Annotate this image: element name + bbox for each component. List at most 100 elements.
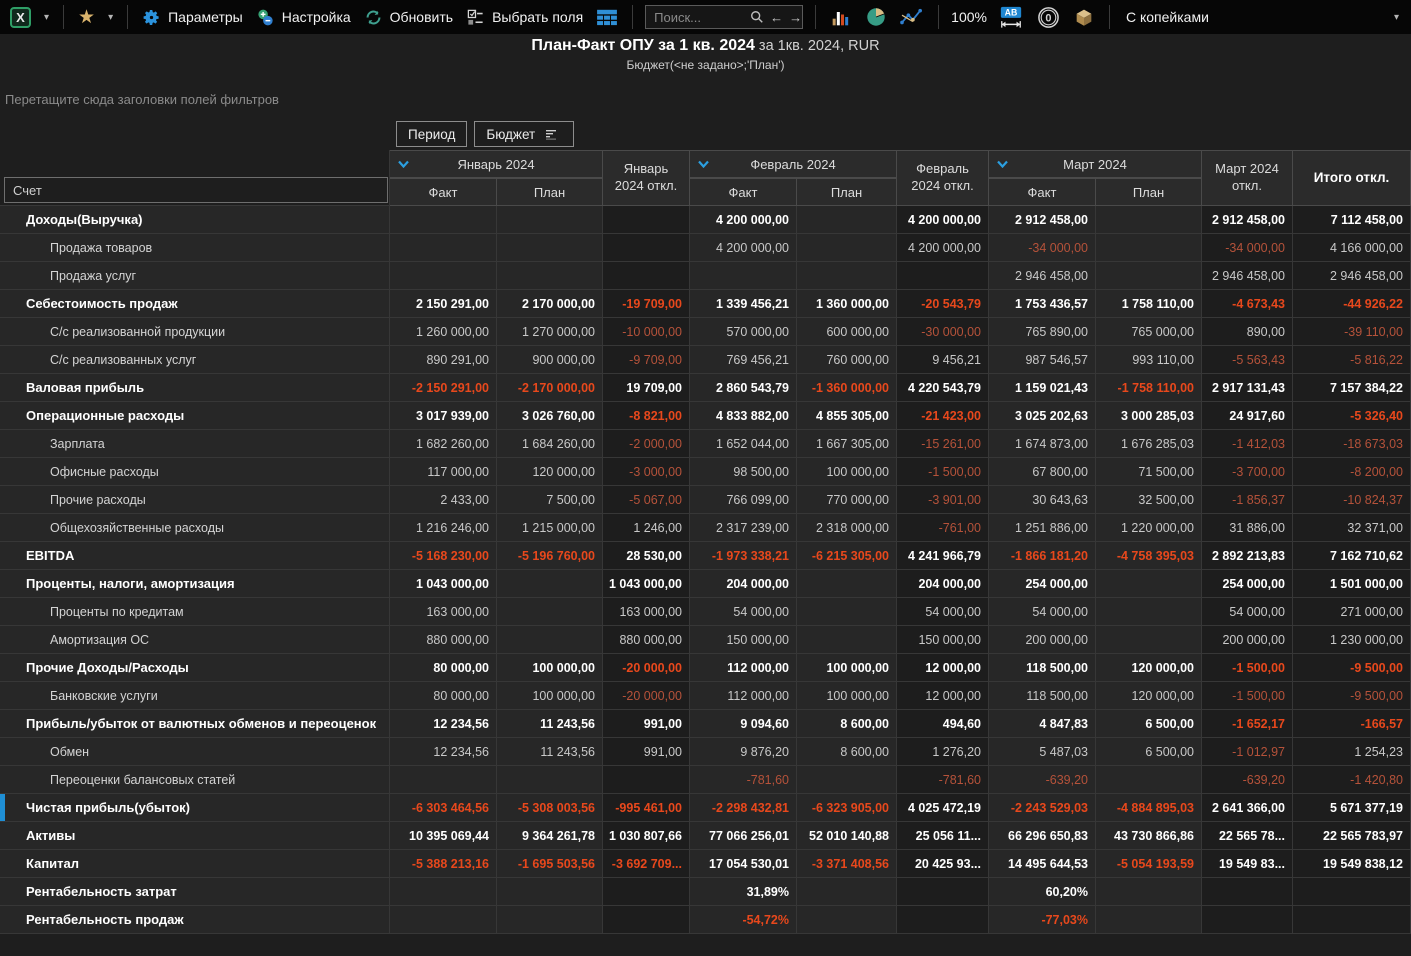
- data-cell[interactable]: 770 000,00: [797, 486, 897, 514]
- data-cell[interactable]: -4 884 895,03: [1096, 794, 1202, 822]
- data-cell[interactable]: 67 800,00: [989, 458, 1096, 486]
- data-cell[interactable]: 200 000,00: [989, 626, 1096, 654]
- column-header-fact[interactable]: Факт: [989, 178, 1096, 206]
- data-cell[interactable]: -3 000,00: [603, 458, 690, 486]
- choose-fields-button[interactable]: Выбрать поля: [464, 2, 585, 32]
- data-cell[interactable]: 112 000,00: [690, 682, 797, 710]
- search-icon[interactable]: [750, 10, 764, 24]
- data-cell[interactable]: 570 000,00: [690, 318, 797, 346]
- data-cell[interactable]: -6 215 305,00: [797, 542, 897, 570]
- data-cell[interactable]: -1 866 181,20: [989, 542, 1096, 570]
- data-cell[interactable]: -5 196 760,00: [497, 542, 603, 570]
- data-cell[interactable]: 1 260 000,00: [390, 318, 497, 346]
- data-cell[interactable]: [1202, 878, 1293, 906]
- data-cell[interactable]: 19 709,00: [603, 374, 690, 402]
- column-header-month[interactable]: Февраль 2024: [690, 150, 897, 178]
- data-cell[interactable]: -6 323 905,00: [797, 794, 897, 822]
- data-cell[interactable]: -2 243 529,03: [989, 794, 1096, 822]
- data-cell[interactable]: -3 371 408,56: [797, 850, 897, 878]
- data-cell[interactable]: [797, 906, 897, 934]
- data-cell[interactable]: 4 025 472,19: [897, 794, 989, 822]
- data-cell[interactable]: 32 371,00: [1293, 514, 1411, 542]
- data-cell[interactable]: [1096, 626, 1202, 654]
- row-label[interactable]: Прочие Доходы/Расходы: [0, 654, 390, 682]
- column-header-offset[interactable]: Март 2024 откл.: [1202, 150, 1293, 206]
- row-label[interactable]: Чистая прибыль(убыток): [0, 794, 390, 822]
- settings-button[interactable]: Настройка: [254, 2, 353, 32]
- data-cell[interactable]: 1 230 000,00: [1293, 626, 1411, 654]
- data-cell[interactable]: -1 500,00: [1202, 682, 1293, 710]
- data-cell[interactable]: 760 000,00: [797, 346, 897, 374]
- data-cell[interactable]: 7 157 384,22: [1293, 374, 1411, 402]
- data-cell[interactable]: 54 000,00: [897, 598, 989, 626]
- data-cell[interactable]: 118 500,00: [989, 654, 1096, 682]
- data-cell[interactable]: 19 549 838,12: [1293, 850, 1411, 878]
- period-field-button[interactable]: Период: [396, 121, 468, 147]
- data-cell[interactable]: 9 094,60: [690, 710, 797, 738]
- row-label[interactable]: EBITDA: [0, 542, 390, 570]
- data-cell[interactable]: -2 170 000,00: [497, 374, 603, 402]
- data-cell[interactable]: 22 565 783,97: [1293, 822, 1411, 850]
- data-cell[interactable]: -54,72%: [690, 906, 797, 934]
- data-cell[interactable]: 2 860 543,79: [690, 374, 797, 402]
- row-label[interactable]: Проценты по кредитам: [0, 598, 390, 626]
- bar-chart-button[interactable]: [828, 2, 854, 32]
- data-cell[interactable]: -995 461,00: [603, 794, 690, 822]
- data-cell[interactable]: 2 150 291,00: [390, 290, 497, 318]
- data-cell[interactable]: [897, 906, 989, 934]
- data-cell[interactable]: 204 000,00: [690, 570, 797, 598]
- data-cell[interactable]: 1 216 246,00: [390, 514, 497, 542]
- row-label[interactable]: Обмен: [0, 738, 390, 766]
- data-cell[interactable]: -5 326,40: [1293, 402, 1411, 430]
- data-cell[interactable]: 1 676 285,03: [1096, 430, 1202, 458]
- data-cell[interactable]: 31 886,00: [1202, 514, 1293, 542]
- data-cell[interactable]: [1096, 906, 1202, 934]
- row-label[interactable]: Продажа товаров: [0, 234, 390, 262]
- data-cell[interactable]: 1 254,23: [1293, 738, 1411, 766]
- month-chevron-icon[interactable]: [997, 160, 1008, 168]
- data-cell[interactable]: [603, 206, 690, 234]
- data-cell[interactable]: -5 563,43: [1202, 346, 1293, 374]
- data-cell[interactable]: -1 360 000,00: [797, 374, 897, 402]
- data-cell[interactable]: 100 000,00: [497, 654, 603, 682]
- data-cell[interactable]: 120 000,00: [1096, 654, 1202, 682]
- data-cell[interactable]: 1 215 000,00: [497, 514, 603, 542]
- data-cell[interactable]: 71 500,00: [1096, 458, 1202, 486]
- data-cell[interactable]: [390, 206, 497, 234]
- data-cell[interactable]: 100 000,00: [797, 654, 897, 682]
- data-cell[interactable]: [1293, 906, 1411, 934]
- data-cell[interactable]: 9 364 261,78: [497, 822, 603, 850]
- data-cell[interactable]: -20 000,00: [603, 654, 690, 682]
- data-cell[interactable]: -6 303 464,56: [390, 794, 497, 822]
- data-cell[interactable]: -19 709,00: [603, 290, 690, 318]
- data-cell[interactable]: [603, 906, 690, 934]
- data-cell[interactable]: 12 000,00: [897, 654, 989, 682]
- data-cell[interactable]: -18 673,03: [1293, 430, 1411, 458]
- data-cell[interactable]: -5 388 213,16: [390, 850, 497, 878]
- data-cell[interactable]: -20 000,00: [603, 682, 690, 710]
- data-cell[interactable]: -1 500,00: [1202, 654, 1293, 682]
- data-cell[interactable]: -9 500,00: [1293, 682, 1411, 710]
- data-cell[interactable]: 22 565 78...: [1202, 822, 1293, 850]
- data-cell[interactable]: -1 973 338,21: [690, 542, 797, 570]
- data-cell[interactable]: [1096, 598, 1202, 626]
- search-prev-icon[interactable]: ←: [770, 9, 784, 25]
- data-cell[interactable]: -8 200,00: [1293, 458, 1411, 486]
- data-cell[interactable]: 4 847,83: [989, 710, 1096, 738]
- data-cell[interactable]: 7 162 710,62: [1293, 542, 1411, 570]
- data-cell[interactable]: [603, 878, 690, 906]
- data-cell[interactable]: [390, 766, 497, 794]
- data-cell[interactable]: -5 067,00: [603, 486, 690, 514]
- data-cell[interactable]: -4 673,43: [1202, 290, 1293, 318]
- data-cell[interactable]: 120 000,00: [497, 458, 603, 486]
- pie-chart-button[interactable]: [863, 2, 889, 32]
- data-cell[interactable]: 6 500,00: [1096, 710, 1202, 738]
- data-cell[interactable]: 1 684 260,00: [497, 430, 603, 458]
- data-cell[interactable]: 1 220 000,00: [1096, 514, 1202, 542]
- data-cell[interactable]: [1202, 906, 1293, 934]
- data-cell[interactable]: 991,00: [603, 738, 690, 766]
- data-cell[interactable]: 1 251 886,00: [989, 514, 1096, 542]
- column-header-plan[interactable]: План: [497, 178, 603, 206]
- data-cell[interactable]: 3 025 202,63: [989, 402, 1096, 430]
- column-width-button[interactable]: AB: [996, 2, 1026, 32]
